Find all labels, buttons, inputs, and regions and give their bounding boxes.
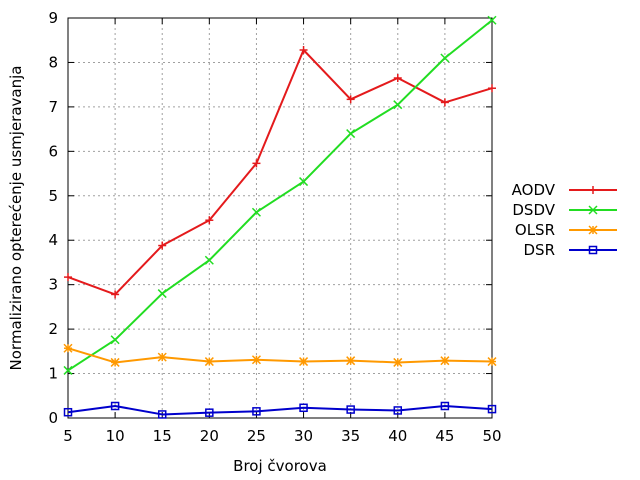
- data-point-olsr: [393, 357, 403, 367]
- y-tick-label: 5: [48, 187, 58, 205]
- x-tick-label: 20: [200, 427, 219, 445]
- data-point-dsr: [299, 403, 308, 413]
- legend-label-dsdv: DSDV: [512, 201, 555, 219]
- data-point-dsr: [440, 401, 450, 411]
- plot-frame: [67, 17, 493, 419]
- data-point-dsdv: [346, 129, 356, 139]
- data-point-olsr: [63, 343, 73, 353]
- data-point-olsr: [346, 356, 356, 366]
- legend-marker-olsr: [588, 225, 598, 235]
- series-dsdv: [63, 15, 497, 375]
- x-tick-label: 15: [153, 427, 172, 445]
- data-point-aodv: [252, 159, 261, 168]
- series-olsr: [63, 343, 497, 367]
- data-point-olsr: [440, 356, 450, 366]
- data-point-dsdv: [393, 100, 403, 110]
- x-axis-label: Broj čvorova: [233, 457, 327, 475]
- data-point-dsr: [157, 410, 167, 419]
- data-point-dsr: [110, 401, 120, 411]
- y-tick-label: 8: [48, 53, 58, 71]
- data-point-dsdv: [440, 53, 450, 63]
- data-point-aodv: [393, 74, 402, 82]
- series-line-dsdv: [67, 19, 493, 372]
- data-point-aodv: [488, 84, 496, 93]
- data-point-dsr: [252, 407, 261, 416]
- data-point-olsr: [204, 357, 214, 367]
- data-point-olsr: [157, 352, 167, 362]
- series-aodv: [64, 46, 496, 299]
- data-point-aodv: [346, 95, 355, 104]
- data-point-dsdv: [63, 365, 73, 375]
- data-point-aodv: [64, 273, 72, 282]
- legend-marker-dsdv: [588, 205, 598, 215]
- x-tick-label: 50: [482, 427, 501, 445]
- x-tick-label: 10: [106, 427, 125, 445]
- grid: [68, 18, 492, 418]
- data-point-aodv: [158, 241, 167, 250]
- data-point-dsdv: [110, 335, 120, 345]
- data-point-dsr: [346, 405, 355, 414]
- data-point-olsr: [251, 355, 261, 365]
- legend-label-dsr: DSR: [524, 241, 556, 259]
- legend-label-aodv: AODV: [512, 181, 556, 199]
- data-point-dsdv: [299, 177, 309, 187]
- data-point-aodv: [205, 216, 214, 225]
- y-tick-label: 3: [48, 276, 58, 294]
- y-tick-label: 7: [48, 98, 58, 116]
- x-tick-label: 30: [294, 427, 313, 445]
- legend-marker-aodv: [589, 186, 597, 194]
- data-point-dsdv: [251, 207, 261, 217]
- data-point-dsr: [487, 404, 497, 414]
- data-point-dsdv: [204, 255, 214, 265]
- data-point-dsr: [63, 407, 73, 417]
- y-tick-label: 0: [48, 409, 58, 427]
- y-axis-label: Normalizirano opterećenje usmjeravanja: [7, 66, 25, 371]
- y-tick-label: 4: [48, 231, 58, 249]
- y-tick-label: 9: [48, 9, 58, 27]
- series-line-aodv: [67, 49, 493, 296]
- x-tick-label: 5: [63, 427, 73, 445]
- x-tick-label: 25: [247, 427, 266, 445]
- series-layer: [63, 15, 497, 419]
- data-point-dsr: [205, 408, 214, 417]
- data-point-olsr: [110, 357, 120, 367]
- y-tick-label: 1: [48, 365, 58, 383]
- data-point-aodv: [111, 290, 120, 299]
- series-dsr: [63, 401, 497, 419]
- x-tick-label: 40: [388, 427, 407, 445]
- series-line-olsr: [67, 347, 493, 364]
- x-tick-label: 35: [341, 427, 360, 445]
- data-point-dsdv: [157, 289, 167, 299]
- x-tick-label: 45: [435, 427, 454, 445]
- series-line-dsr: [67, 405, 493, 416]
- legend-label-olsr: OLSR: [515, 221, 555, 239]
- legend: AODV DSDV OLSR DSR: [512, 181, 617, 259]
- y-tick-label: 2: [48, 320, 58, 338]
- data-point-aodv: [299, 46, 308, 54]
- data-point-dsr: [393, 406, 403, 415]
- data-point-aodv: [440, 98, 449, 107]
- y-tick-label: 6: [48, 142, 58, 160]
- data-point-dsdv: [487, 15, 497, 25]
- data-point-olsr: [299, 357, 309, 367]
- data-point-olsr: [487, 357, 497, 367]
- legend-marker-dsr: [588, 245, 598, 255]
